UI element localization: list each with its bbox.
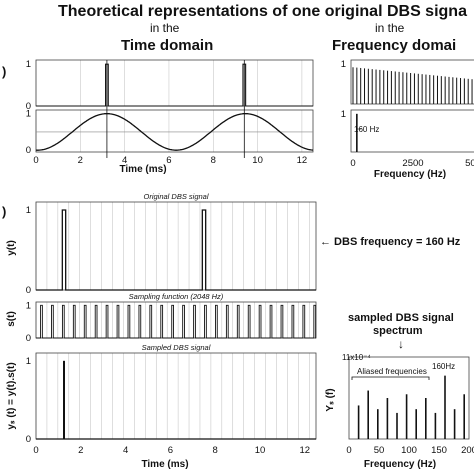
x-tick-label: 10 [255,445,266,456]
x-tick-label: 12 [300,445,311,456]
x-tick-label: 0 [350,158,355,169]
original-signal-line [36,209,316,291]
subplot-frame [35,201,317,291]
x-tick-label: 12 [297,155,308,166]
subplot-frame [348,356,470,440]
dbs-frequency-annotation: ← DBS frequency = 160 Hz [320,236,461,248]
top-time-xlabel: Time (ms) [119,164,166,175]
ylabel-y: y(t) [6,240,17,256]
x-tick-label: 150 [431,445,447,456]
x-tick-label: 4 [123,445,128,456]
y-tick-label: 1 [341,109,346,120]
y-tick-label: 1 [26,300,31,311]
subplot-frame [350,59,474,105]
time-domain-heading: Time domain [121,37,213,54]
pulse-train-line [36,63,313,107]
y-tick-label: 0 [26,333,31,344]
in-the-right: in the [375,21,405,35]
x-tick-label: 0 [346,445,351,456]
top-freq-xlabel: Frequency (Hz) [374,169,446,180]
x-tick-label: 6 [168,445,173,456]
bottom-freq-ylabel: Yₛ (f) [325,388,336,411]
ylabel-ys: yₛ (t) = y(t).s(t) [6,362,17,429]
x-tick-label: 8 [213,445,218,456]
x-tick-label: 2 [78,445,83,456]
subplot-title-sampled: Sampled DBS signal [142,343,211,352]
x-tick-label: 0 [33,445,38,456]
aliased-frequencies-label: Aliased frequencies [357,367,427,376]
bottom-freq-xlabel: Frequency (Hz) [364,459,436,470]
x-tick-label: 2500 [402,158,423,169]
x-tick-label: 4 [122,155,127,166]
x-tick-label: 0 [33,155,38,166]
y-tick-label: 1 [26,59,31,70]
x-tick-label: 200 [461,445,474,456]
y-tick-label: 0 [26,434,31,445]
x-tick-label: 2 [78,155,83,166]
sampling-function-line [36,304,317,339]
top-frequency-domain-chart: 1 1 0 2500 500 [341,59,474,169]
y-tick-label: 1 [26,205,31,216]
panel-a-label: ) [2,64,6,79]
x-tick-label: 50 [374,445,385,456]
figure-title: Theoretical representations of one origi… [58,3,467,20]
aliased-bracket [351,376,430,380]
frequency-domain-heading: Frequency domai [332,37,456,54]
subplot-title-sampling: Sampling function (2048 Hz) [129,292,224,301]
x-tick-label: 8 [211,155,216,166]
subplot-frame [35,301,317,339]
sampled-spectrum-title-2: spectrum [373,325,423,337]
bottom-time-xlabel: Time (ms) [141,459,188,470]
bottom-freq-ymax-label: 11x10⁻⁴ [342,353,371,362]
subplot-frame [35,59,314,107]
y-tick-label: 0 [26,101,31,112]
x-tick-label: 100 [401,445,417,456]
in-the-left: in the [150,21,180,35]
subplot-frame [350,109,474,153]
y-tick-label: 0 [26,285,31,296]
x-tick-label: 500 [465,158,474,169]
panel-b-label: ) [2,204,6,219]
y-tick-label: 0 [26,145,31,156]
subplot-frame [35,109,314,153]
ylabel-s: s(t) [6,311,17,327]
subplot-title-original: Original DBS signal [143,192,208,201]
sampled-spectrum-arrow: ↓ [398,337,404,351]
y-tick-label: 1 [26,356,31,367]
x-tick-label: 10 [252,155,263,166]
bottom-freq-160hz-label: 160Hz [432,362,455,371]
bottom-frequency-domain-chart: 0 50 100 150 200 [346,356,474,456]
top-freq-160-label: 160 Hz [354,125,379,134]
subplot-frame [35,352,317,440]
y-tick-label: 1 [26,109,31,120]
y-tick-label: 1 [341,59,346,70]
sine-wave-line [35,113,314,151]
sampled-spectrum-title-1: sampled DBS signal [348,312,454,324]
x-tick-label: 6 [166,155,171,166]
